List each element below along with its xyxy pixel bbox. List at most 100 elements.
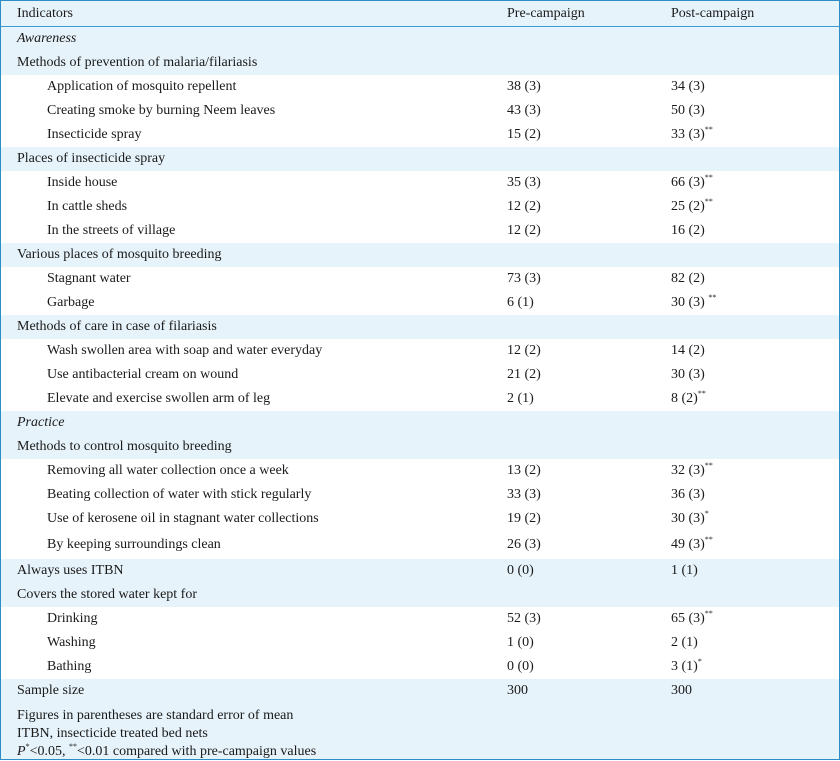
section-row: Practice [1, 411, 839, 435]
pre-campaign-value: 33 (3) [507, 483, 671, 507]
pre-campaign-value: 26 (3) [507, 531, 671, 559]
table-row: Use antibacterial cream on wound 21 (2) 30… [1, 363, 839, 387]
pre-campaign-value [507, 27, 671, 52]
post-campaign-text: 2 (1) [671, 635, 698, 650]
post-campaign-value: 32 (3)** [671, 459, 839, 483]
significance-marker: * [704, 509, 709, 518]
group-row: Sample size 300 300 [1, 679, 839, 703]
post-campaign-text: 36 (3) [671, 487, 705, 502]
pre-campaign-text: 12 (2) [507, 343, 541, 358]
table-row: Beating collection of water with stick r… [1, 483, 839, 507]
table-row: Inside house 35 (3) 66 (3)** [1, 171, 839, 195]
footnote-p: P [17, 744, 26, 759]
pre-campaign-value: 43 (3) [507, 99, 671, 123]
indicator-label: Garbage [47, 295, 95, 310]
pre-campaign-text: 73 (3) [507, 271, 541, 286]
post-campaign-value: 30 (3)* [671, 507, 839, 531]
post-campaign-value: 82 (2) [671, 267, 839, 291]
post-campaign-text: 66 (3) [671, 175, 705, 190]
indicator-label: Methods of prevention of malaria/filaria… [17, 55, 258, 70]
section-row: Awareness [1, 27, 839, 52]
pre-campaign-value [507, 583, 671, 607]
table-row: Wash swollen area with soap and water ev… [1, 339, 839, 363]
post-campaign-text: 14 (2) [671, 343, 705, 358]
table-row: Garbage 6 (1) 30 (3) ** [1, 291, 839, 315]
pre-campaign-value [507, 147, 671, 171]
table-row: In cattle sheds 12 (2) 25 (2)** [1, 195, 839, 219]
post-campaign-value: 1 (1) [671, 559, 839, 583]
indicator-label: Bathing [47, 659, 92, 674]
indicator-label: Use antibacterial cream on wound [47, 367, 239, 382]
header-pre-campaign: Pre-campaign [507, 1, 671, 27]
pre-campaign-text: 15 (2) [507, 127, 541, 142]
indicator-label: Elevate and exercise swollen arm of leg [47, 391, 271, 406]
post-campaign-value: 3 (1)* [671, 655, 839, 679]
significance-marker: ** [704, 461, 713, 470]
pre-campaign-text: 2 (1) [507, 391, 534, 406]
group-row: Covers the stored water kept for [1, 583, 839, 607]
pre-campaign-text: 35 (3) [507, 175, 541, 190]
footnote-se: Figures in parentheses are standard erro… [17, 708, 294, 723]
post-campaign-text: 50 (3) [671, 103, 705, 118]
pre-campaign-text: 19 (2) [507, 511, 541, 526]
footnote-sup-single: * [25, 742, 30, 751]
post-campaign-value: 14 (2) [671, 339, 839, 363]
indicators-table: Indicators Pre-campaign Post-campaign Aw… [1, 1, 839, 703]
pre-campaign-value [507, 243, 671, 267]
table-row: Drinking 52 (3) 65 (3)** [1, 607, 839, 631]
post-campaign-value [671, 147, 839, 171]
indicator-label: Various places of mosquito breeding [17, 247, 222, 262]
pre-campaign-value: 13 (2) [507, 459, 671, 483]
table-row: Bathing 0 (0) 3 (1)* [1, 655, 839, 679]
indicator-label: Methods of care in case of filariasis [17, 319, 217, 334]
header-indicators: Indicators [1, 1, 507, 27]
table-header-row: Indicators Pre-campaign Post-campaign [1, 1, 839, 27]
pre-campaign-value: 38 (3) [507, 75, 671, 99]
pre-campaign-value: 6 (1) [507, 291, 671, 315]
table-row: Stagnant water 73 (3) 82 (2) [1, 267, 839, 291]
post-campaign-text: 32 (3) [671, 463, 705, 478]
post-campaign-value: 66 (3)** [671, 171, 839, 195]
group-row: Methods of care in case of filariasis [1, 315, 839, 339]
pre-campaign-text: 12 (2) [507, 199, 541, 214]
pre-campaign-text: 33 (3) [507, 487, 541, 502]
post-campaign-value: 30 (3) [671, 363, 839, 387]
pre-campaign-value [507, 435, 671, 459]
indicator-label: Washing [47, 635, 96, 650]
significance-marker: ** [704, 125, 713, 134]
pre-campaign-text: 38 (3) [507, 79, 541, 94]
pre-campaign-value [507, 315, 671, 339]
post-campaign-value: 25 (2)** [671, 195, 839, 219]
pre-campaign-text: 12 (2) [507, 223, 541, 238]
footnote-mid: <0.05, [29, 744, 69, 759]
indicator-label: Creating smoke by burning Neem leaves [47, 103, 276, 118]
post-campaign-text: 1 (1) [671, 563, 698, 578]
pre-campaign-value: 300 [507, 679, 671, 703]
post-campaign-text: 82 (2) [671, 271, 705, 286]
post-campaign-text: 25 (2) [671, 199, 705, 214]
table-row: Creating smoke by burning Neem leaves 43 … [1, 99, 839, 123]
indicator-label: Covers the stored water kept for [17, 587, 197, 602]
post-campaign-value [671, 243, 839, 267]
pre-campaign-text: 0 (0) [507, 563, 534, 578]
indicator-label: Methods to control mosquito breeding [17, 439, 232, 454]
pre-campaign-text: 26 (3) [507, 537, 541, 552]
section-label: Practice [17, 415, 65, 430]
post-campaign-value [671, 27, 839, 52]
indicator-label: Stagnant water [47, 271, 131, 286]
table-row: Use of kerosene oil in stagnant water co… [1, 507, 839, 531]
group-row: Methods of prevention of malaria/filaria… [1, 51, 839, 75]
indicator-label: In the streets of village [47, 223, 176, 238]
section-label: Awareness [17, 31, 77, 46]
table-row: Application of mosquito repellent 38 (3) 3… [1, 75, 839, 99]
significance-marker: ** [704, 535, 713, 544]
post-campaign-text: 33 (3) [671, 127, 705, 142]
pre-campaign-value [507, 411, 671, 435]
post-campaign-value: 65 (3)** [671, 607, 839, 631]
post-campaign-text: 30 (3) [671, 295, 709, 310]
pre-campaign-text: 13 (2) [507, 463, 541, 478]
post-campaign-value [671, 315, 839, 339]
group-row: Various places of mosquito breeding [1, 243, 839, 267]
pre-campaign-text: 21 (2) [507, 367, 541, 382]
